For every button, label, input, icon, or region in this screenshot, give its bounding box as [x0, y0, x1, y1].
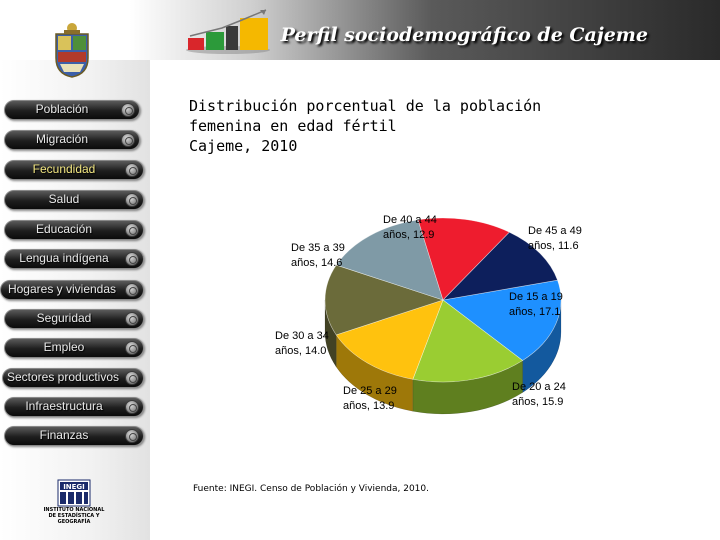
radio-knob-icon	[125, 223, 139, 237]
inegi-text-line2: DE ESTADÍSTICA Y GEOGRAFÍA	[48, 513, 100, 525]
slice-label-45-49: De 45 a 49 años, 11.6	[528, 225, 582, 252]
radio-knob-icon	[125, 400, 139, 414]
inegi-logo: INEGI INSTITUTO NACIONAL DE ESTADÍSTICA …	[38, 479, 110, 525]
nav-button-infraestructura[interactable]: Infraestructura	[4, 397, 144, 417]
source-note: Fuente: INEGI. Censo de Población y Vivi…	[193, 484, 429, 494]
slice-label-35-39: De 35 a 39 años, 14.6	[291, 242, 345, 269]
pie-slice-1	[412, 299, 524, 383]
header-band	[0, 0, 720, 60]
nav-button-poblacion[interactable]: Población	[4, 100, 140, 120]
radio-knob-icon	[125, 312, 139, 326]
nav-button-label: Hogares y viviendas	[7, 282, 117, 296]
slice-label-25-29: De 25 a 29 años, 13.9	[343, 385, 397, 412]
slice-label-20-24: De 20 a 24 años, 15.9	[512, 381, 566, 408]
left-panel	[0, 0, 150, 540]
nav-button-label: Empleo	[43, 340, 85, 354]
radio-knob-icon	[121, 103, 135, 117]
pie-slice-5	[417, 217, 510, 301]
nav-button-label: Lengua indígena	[19, 251, 109, 265]
pie-slice-2	[335, 299, 444, 380]
page-title: Perfil sociodemográfico de Cajeme	[280, 24, 648, 46]
radio-knob-icon	[121, 133, 135, 147]
inegi-text-line1: INSTITUTO NACIONAL	[43, 507, 105, 513]
pie-slice-6	[442, 231, 558, 301]
nav-button-label: Población	[35, 102, 89, 116]
inegi-logo-text: INEGI	[63, 483, 85, 491]
radio-knob-icon	[125, 429, 139, 443]
municipal-seal-icon	[55, 23, 89, 78]
nav-button-fecundidad[interactable]: Fecundidad	[4, 160, 144, 180]
nav-button-label: Salud	[48, 192, 80, 206]
nav-button-label: Fecundidad	[32, 162, 96, 176]
nav-button-sectores-productivos[interactable]: Sectores productivos	[2, 368, 144, 388]
nav-button-label: Seguridad	[36, 311, 92, 325]
chart-title-line: femenina en edad fértil	[189, 117, 397, 135]
nav-button-label: Migración	[35, 132, 89, 146]
chart-title-line: Cajeme, 2010	[189, 137, 298, 155]
nav-button-label: Finanzas	[39, 428, 89, 442]
chart-title-line: Distribución porcentual de la población	[189, 97, 542, 115]
nav-button-educacion[interactable]: Educación	[4, 220, 144, 240]
radio-knob-icon	[125, 193, 139, 207]
nav-button-hogares-viviendas[interactable]: Hogares y viviendas	[0, 280, 144, 300]
bar-chart-icon	[186, 9, 270, 54]
nav-button-label: Infraestructura	[25, 399, 103, 413]
inegi-emblem-icon: INEGI	[57, 479, 91, 507]
nav-button-seguridad[interactable]: Seguridad	[4, 309, 144, 329]
pie-slice-3	[324, 264, 444, 336]
pie-slice-4	[335, 219, 444, 301]
slice-label-30-34: De 30 a 34 años, 14.0	[275, 330, 329, 357]
slice-label-40-44: De 40 a 44 años, 12.9	[383, 214, 437, 241]
slice-label-15-19: De 15 a 19 años, 17.1	[509, 291, 563, 318]
radio-knob-icon	[125, 371, 139, 385]
radio-knob-icon	[125, 163, 139, 177]
nav-button-label: Educación	[35, 222, 93, 236]
chart-title: Distribución porcentual de la población …	[189, 96, 589, 156]
nav-button-label: Sectores productivos	[6, 370, 120, 384]
nav-button-finanzas[interactable]: Finanzas	[4, 426, 144, 446]
radio-knob-icon	[125, 341, 139, 355]
nav-button-lengua-indigena[interactable]: Lengua indígena	[4, 249, 144, 269]
radio-knob-icon	[125, 252, 139, 266]
nav-button-migracion[interactable]: Migración	[4, 130, 140, 150]
radio-knob-icon	[125, 283, 139, 297]
nav-button-salud[interactable]: Salud	[4, 190, 144, 210]
pie-slice-0	[442, 279, 562, 361]
nav-button-empleo[interactable]: Empleo	[4, 338, 144, 358]
